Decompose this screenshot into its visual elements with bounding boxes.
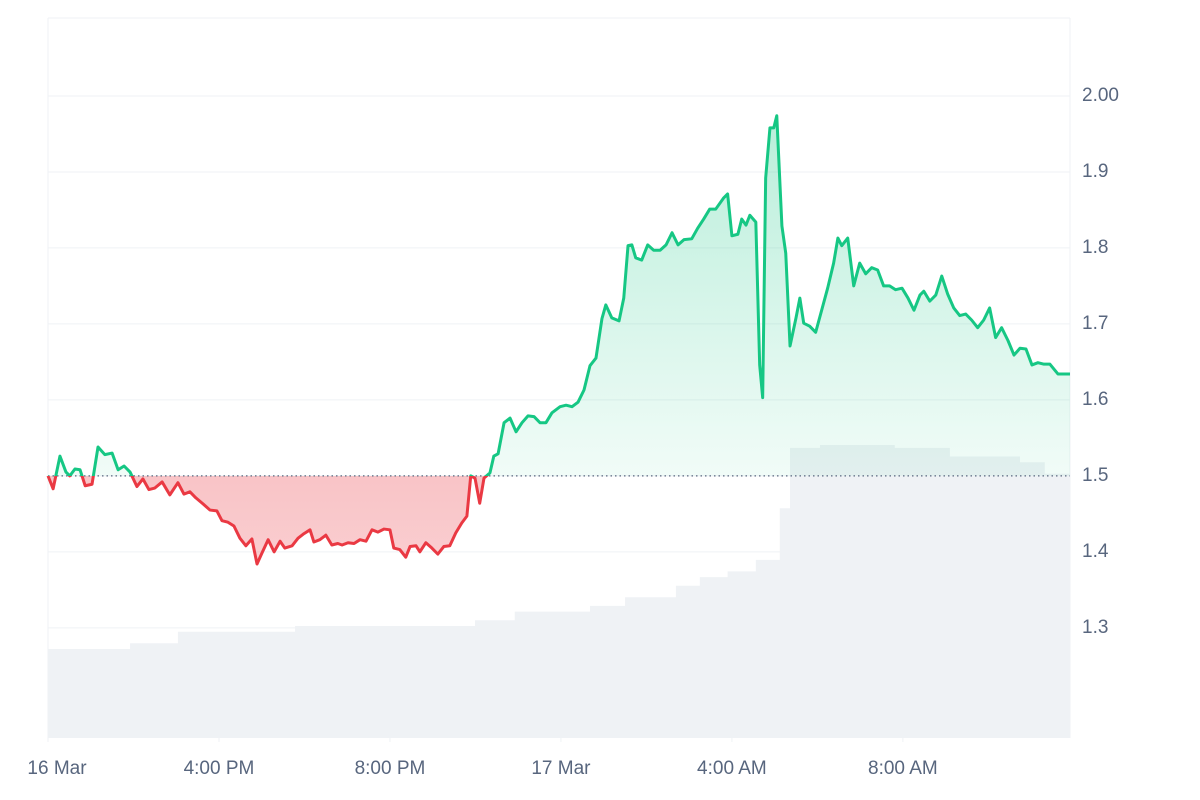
price-line [46, 114, 1070, 566]
y-tick-label: 1.7 [1082, 313, 1108, 334]
y-tick-label: 1.4 [1082, 541, 1109, 562]
y-tick-label: 2.00 [1082, 85, 1119, 106]
volume-area [48, 445, 1070, 738]
x-tick-label: 4:00 PM [184, 758, 255, 779]
y-tick-label: 1.5 [1082, 465, 1108, 486]
x-tick-label: 8:00 AM [868, 758, 938, 779]
y-tick-label: 1.9 [1082, 161, 1108, 182]
y-tick-label: 1.8 [1082, 237, 1108, 258]
x-tick-label: 4:00 AM [697, 758, 767, 779]
x-tick-label: 8:00 PM [355, 758, 426, 779]
x-tick-label: 16 Mar [27, 758, 87, 779]
x-tick-label: 17 Mar [531, 758, 591, 779]
y-tick-label: 1.3 [1082, 617, 1108, 638]
price-area [48, 115, 1070, 565]
y-tick-label: 1.6 [1082, 389, 1108, 410]
